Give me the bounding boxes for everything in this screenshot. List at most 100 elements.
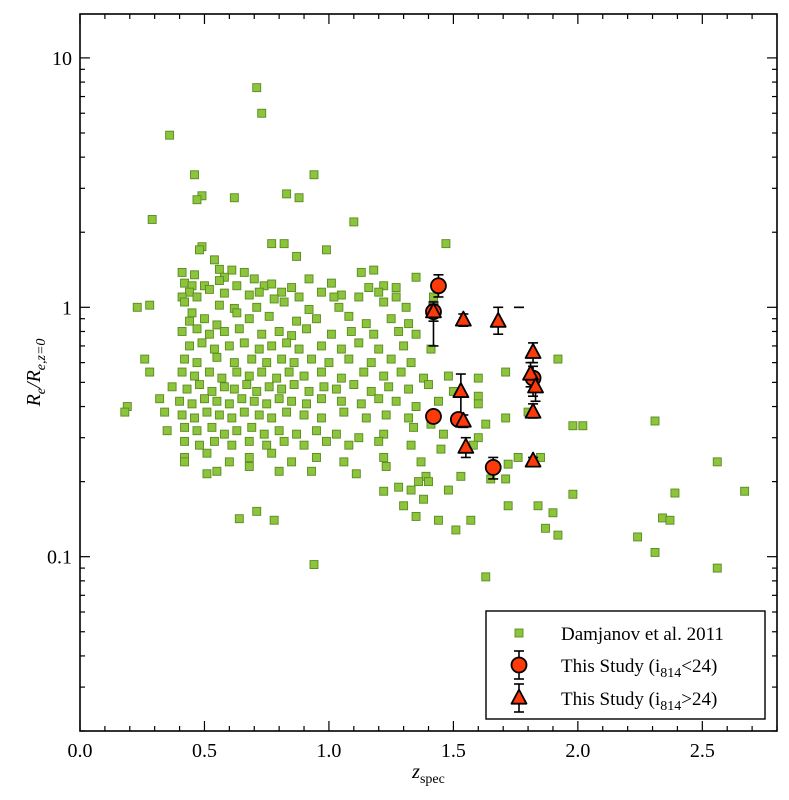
damjanov-point bbox=[364, 283, 374, 293]
damjanov-point bbox=[180, 354, 190, 364]
damjanov-point bbox=[351, 469, 361, 479]
damjanov-point bbox=[180, 457, 190, 467]
legend-marker-circle bbox=[510, 656, 528, 674]
damjanov-point bbox=[162, 426, 172, 436]
study-faint-point bbox=[425, 302, 442, 319]
damjanov-point bbox=[190, 371, 199, 381]
damjanov-point bbox=[481, 419, 491, 429]
legend-label-bright-suffix: <24) bbox=[681, 656, 717, 677]
damjanov-point bbox=[287, 283, 297, 293]
damjanov-point bbox=[187, 308, 197, 318]
damjanov-point bbox=[147, 215, 157, 224]
damjanov-point bbox=[237, 394, 247, 404]
damjanov-point bbox=[553, 530, 563, 540]
damjanov-point bbox=[242, 380, 252, 390]
damjanov-point bbox=[349, 217, 359, 227]
damjanov-point bbox=[239, 338, 249, 348]
study-bright-point bbox=[430, 277, 447, 295]
damjanov-point bbox=[307, 354, 316, 364]
damjanov-point bbox=[650, 547, 660, 557]
damjanov-point bbox=[374, 287, 384, 297]
damjanov-point bbox=[185, 287, 194, 297]
damjanov-point bbox=[409, 422, 419, 432]
damjanov-point bbox=[344, 311, 354, 321]
damjanov-point bbox=[254, 410, 264, 420]
damjanov-point bbox=[379, 297, 389, 307]
y-axis-label-r2: /R bbox=[23, 370, 45, 389]
damjanov-point bbox=[204, 284, 214, 294]
damjanov-point bbox=[568, 489, 578, 499]
damjanov-point bbox=[155, 394, 165, 404]
damjanov-point bbox=[207, 386, 217, 396]
damjanov-point bbox=[317, 394, 326, 404]
damjanov-point bbox=[321, 245, 331, 255]
damjanov-point bbox=[391, 283, 401, 293]
damjanov-point bbox=[229, 384, 239, 394]
y-tick-label: 10 bbox=[52, 48, 72, 70]
legend-label-bright-prefix: This Study (i bbox=[561, 656, 660, 677]
damjanov-point bbox=[381, 462, 391, 471]
damjanov-point bbox=[292, 429, 302, 439]
legend: Damjanov et al. 2011 This Study (i814<24… bbox=[485, 306, 766, 720]
damjanov-point bbox=[740, 486, 750, 496]
damjanov-point bbox=[346, 327, 356, 336]
damjanov-point bbox=[145, 367, 155, 377]
damjanov-point bbox=[294, 193, 304, 203]
damjanov-point bbox=[262, 440, 272, 450]
damjanov-point bbox=[434, 515, 443, 525]
damjanov-point bbox=[326, 329, 336, 339]
study-bright-point bbox=[425, 408, 442, 425]
damjanov-point bbox=[244, 436, 254, 446]
damjanov-point bbox=[541, 523, 550, 533]
damjanov-point bbox=[224, 399, 234, 409]
damjanov-point bbox=[386, 354, 396, 364]
legend-marker-square bbox=[514, 628, 524, 638]
damjanov-point bbox=[326, 278, 336, 288]
damjanov-point bbox=[219, 382, 229, 392]
x-tick-label: 0.0 bbox=[68, 740, 93, 762]
damjanov-point bbox=[568, 421, 578, 431]
damjanov-point bbox=[379, 486, 389, 496]
damjanov-point bbox=[244, 452, 254, 462]
damjanov-point bbox=[212, 320, 222, 330]
x-axis-label-sub: spec bbox=[420, 772, 445, 787]
damjanov-point bbox=[473, 399, 483, 409]
damjanov-point bbox=[200, 314, 209, 324]
damjanov-point bbox=[224, 457, 234, 467]
damjanov-point bbox=[192, 292, 202, 302]
damjanov-point bbox=[384, 382, 394, 392]
legend-label-damjanov: Damjanov et al. 2011 bbox=[561, 624, 724, 645]
damjanov-point bbox=[180, 297, 190, 307]
damjanov-point bbox=[252, 83, 262, 93]
damjanov-point bbox=[414, 477, 423, 487]
damjanov-point bbox=[202, 448, 212, 458]
damjanov-point bbox=[249, 396, 259, 406]
damjanov-point bbox=[292, 316, 302, 326]
damjanov-series bbox=[120, 83, 750, 582]
damjanov-point bbox=[232, 281, 242, 291]
damjanov-point bbox=[279, 436, 289, 446]
damjanov-point bbox=[190, 413, 199, 423]
damjanov-point bbox=[334, 302, 344, 312]
damjanov-point bbox=[443, 371, 453, 381]
damjanov-point bbox=[312, 314, 321, 324]
study-faint-point bbox=[522, 364, 539, 381]
y-tick-label: 0.1 bbox=[47, 547, 72, 569]
damjanov-point bbox=[209, 344, 219, 354]
damjanov-point bbox=[650, 416, 660, 426]
damjanov-point bbox=[177, 327, 187, 336]
damjanov-point bbox=[317, 413, 326, 423]
damjanov-point bbox=[192, 358, 202, 368]
damjanov-point bbox=[120, 407, 130, 417]
damjanov-point bbox=[277, 287, 287, 297]
damjanov-point bbox=[359, 367, 369, 377]
damjanov-point bbox=[302, 399, 311, 409]
damjanov-point bbox=[374, 436, 384, 446]
damjanov-point bbox=[406, 485, 416, 495]
damjanov-point bbox=[214, 276, 224, 286]
damjanov-point bbox=[381, 410, 391, 420]
plot-frame bbox=[79, 13, 778, 732]
damjanov-point bbox=[434, 396, 443, 406]
damjanov-point bbox=[227, 265, 237, 275]
damjanov-point bbox=[257, 367, 267, 377]
